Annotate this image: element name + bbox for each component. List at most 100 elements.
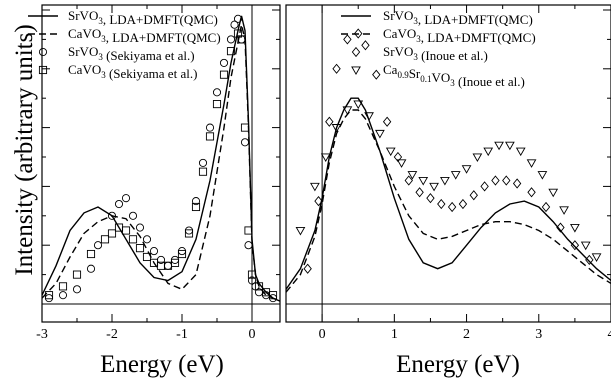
circle-data-point — [170, 255, 180, 264]
circle-data-point — [177, 247, 187, 256]
diamond-data-point — [447, 201, 457, 213]
triangle-down-data-point — [570, 224, 580, 233]
x-tick-label: 2 — [463, 327, 470, 342]
legend-entry-label: CaVO3, LDA+DMFT(QMC) — [383, 26, 536, 45]
diamond-data-point — [325, 116, 334, 127]
legend-marker-symbol — [38, 65, 48, 75]
square-data-point — [44, 291, 54, 300]
right-panel: 0 1 2 3 4 SrVO3, LDA+DMFT(QMC)CaVO3, LDA+DMFT… — [285, 4, 611, 342]
square-data-point — [184, 229, 194, 238]
triangle-down-data-point — [537, 171, 548, 180]
square-data-point — [128, 235, 138, 244]
legend-entry-label: SrVO3 (Sekiyama et al.) — [68, 44, 195, 63]
diamond-data-point — [303, 263, 312, 274]
square-data-point — [177, 249, 187, 259]
diamond-data-point — [404, 175, 413, 186]
circle-data-point — [163, 261, 173, 270]
diamond-data-point — [556, 222, 565, 233]
square-data-point — [135, 244, 145, 253]
x-tick-label: -2 — [106, 327, 118, 342]
diamond-data-point — [458, 198, 468, 210]
circle-data-point — [149, 247, 159, 256]
triangle-down-data-point — [385, 147, 396, 157]
triangle-down-data-point — [505, 141, 515, 151]
triangle-down-data-point — [494, 141, 504, 151]
diamond-data-point — [585, 254, 594, 266]
legend-entry-label: SrVO3 (Inoue et al.) — [383, 44, 488, 63]
left-panel: -3 -2 -1 0 SrVO3, LDA+DMFT(QMC)CaVO3, LDA+DM… — [28, 4, 281, 342]
x-tick-label: 3 — [535, 327, 542, 342]
square-data-point — [240, 123, 250, 132]
x-tick-label: -1 — [176, 327, 188, 342]
diamond-data-point — [570, 240, 580, 251]
legend-entry-label: CaVO3, LDA+DMFT(QMC) — [68, 26, 221, 45]
circle-data-point — [233, 14, 243, 23]
triangle-down-data-point — [320, 153, 331, 163]
square-data-point — [198, 167, 208, 176]
diamond-data-point — [512, 178, 522, 189]
diamond-data-point — [426, 193, 435, 204]
triangle-down-data-point — [375, 129, 385, 139]
triangle-down-data-point — [353, 100, 364, 110]
diamond-data-point — [382, 116, 392, 127]
legend-marker-symbol — [38, 47, 48, 57]
diamond-data-point — [469, 190, 478, 201]
circle-data-point — [135, 223, 145, 232]
triangle-down-data-point — [396, 159, 407, 168]
circle-data-point — [230, 20, 239, 29]
circle-data-point — [121, 194, 131, 203]
square-data-point — [219, 70, 229, 79]
square-data-point — [58, 282, 68, 291]
square-data-point — [107, 229, 117, 238]
circle-data-point — [58, 291, 68, 300]
diamond-data-point — [541, 201, 551, 213]
square-data-point — [121, 226, 131, 235]
square-data-point — [237, 35, 246, 44]
circle-data-point — [93, 241, 103, 250]
triangle-down-data-point — [580, 241, 591, 251]
triangle-down-data-point — [472, 153, 483, 163]
circle-data-point — [244, 241, 253, 250]
diamond-data-point — [332, 63, 341, 74]
triangle-down-data-point — [548, 188, 559, 198]
triangle-down-data-point — [342, 106, 353, 115]
triangle-down-data-point — [461, 165, 472, 174]
circle-data-point — [128, 211, 138, 220]
diamond-data-point — [502, 175, 511, 186]
triangle-down-data-point — [295, 226, 306, 236]
triangle-down-data-point — [418, 176, 429, 186]
triangle-down-data-point — [331, 124, 342, 133]
circle-data-point — [212, 88, 222, 97]
x-tick-label: 0 — [249, 327, 256, 342]
legend-entry-label: CaVO3 (Sekiyama et al.) — [68, 62, 197, 81]
plot-frame — [285, 4, 611, 323]
diamond-data-point — [361, 40, 370, 51]
square-data-point — [142, 252, 152, 262]
triangle-down-data-point — [310, 182, 320, 192]
triangle-down-data-point — [440, 176, 450, 186]
circle-data-point — [219, 58, 229, 67]
legend-entry-label: SrVO3, LDA+DMFT(QMC) — [383, 8, 533, 27]
triangle-down-data-point — [559, 206, 569, 215]
solid-curve-line — [286, 97, 611, 290]
square-data-point — [226, 47, 236, 56]
triangle-down-data-point — [591, 253, 602, 262]
square-data-point — [212, 100, 222, 109]
diamond-data-point — [527, 187, 536, 198]
square-data-point — [244, 226, 253, 235]
square-data-point — [268, 291, 278, 300]
legend-marker-symbol — [351, 66, 361, 76]
triangle-down-data-point — [483, 147, 494, 157]
circle-data-point — [191, 197, 201, 206]
diamond-data-point — [354, 28, 363, 39]
triangle-down-data-point — [364, 112, 374, 121]
square-data-point — [72, 270, 82, 279]
square-data-point — [254, 282, 264, 291]
diamond-data-point — [314, 195, 323, 207]
triangle-down-data-point — [429, 182, 439, 192]
square-data-point — [191, 202, 201, 212]
legend-entry-label: Ca0.9Sr0.1VO3 (Inoue et al.) — [383, 62, 525, 89]
dashed-curve-line — [286, 109, 611, 293]
x-tick-label: 1 — [391, 327, 398, 342]
diamond-data-point — [415, 187, 424, 198]
